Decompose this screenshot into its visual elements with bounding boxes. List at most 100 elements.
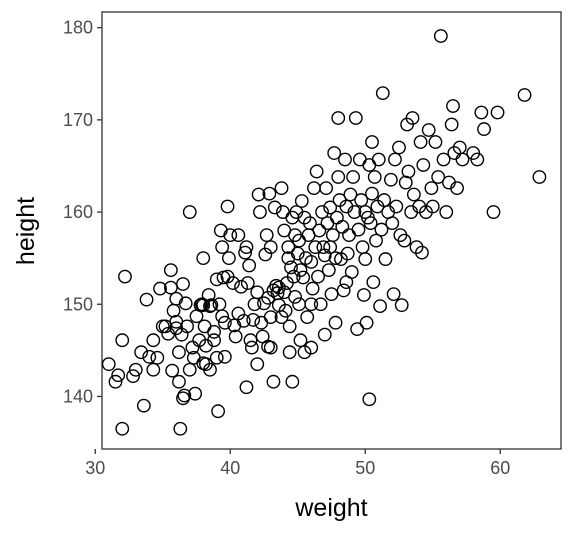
y-tick-label: 150 <box>63 294 93 314</box>
data-point <box>323 200 338 215</box>
data-point <box>136 398 151 413</box>
data-point <box>234 279 248 294</box>
data-point <box>242 258 257 273</box>
data-point <box>263 340 278 355</box>
data-point <box>251 187 266 202</box>
data-point <box>358 252 373 266</box>
data-point <box>250 357 265 372</box>
data-point <box>239 240 254 254</box>
data-point <box>108 374 123 389</box>
data-point <box>392 140 406 155</box>
data-point <box>386 287 401 302</box>
data-point <box>517 88 532 102</box>
data-point <box>139 292 154 307</box>
data-point <box>238 245 253 260</box>
data-point <box>416 158 431 172</box>
data-point <box>153 281 167 296</box>
data-point <box>359 315 374 330</box>
data-point <box>385 216 400 231</box>
data-point <box>194 297 209 312</box>
data-point <box>331 111 346 125</box>
data-point <box>188 386 203 401</box>
data-point <box>406 187 421 202</box>
data-point <box>339 275 354 290</box>
data-point <box>282 319 297 334</box>
data-point <box>338 152 352 167</box>
data-point <box>397 233 412 248</box>
data-point <box>196 251 211 266</box>
data-point <box>244 340 259 355</box>
data-point <box>312 223 327 238</box>
data-point <box>146 333 161 348</box>
data-point <box>142 349 157 364</box>
data-point <box>378 252 393 266</box>
y-axis: 140 150 160 170 180 <box>63 18 102 406</box>
data-point <box>389 199 404 214</box>
data-point <box>328 251 343 266</box>
data-point <box>246 313 261 327</box>
data-point <box>455 152 470 167</box>
data-point <box>209 350 224 365</box>
data-point <box>163 280 178 295</box>
data-point <box>470 152 485 167</box>
data-point <box>267 200 282 215</box>
data-point <box>365 186 379 201</box>
data-point <box>450 181 464 195</box>
data-point <box>315 205 329 219</box>
data-point <box>239 380 254 395</box>
data-point <box>221 251 236 266</box>
x-tick-label: 30 <box>85 458 105 478</box>
data-point <box>394 298 409 313</box>
data-point <box>311 269 325 284</box>
y-tick-label: 160 <box>63 202 93 222</box>
data-point <box>304 340 319 355</box>
data-point <box>207 325 221 339</box>
data-point <box>309 164 324 179</box>
data-point <box>474 105 489 120</box>
data-point <box>126 369 140 384</box>
panel-border <box>101 11 562 450</box>
data-point <box>150 350 165 365</box>
data-point <box>173 421 188 436</box>
data-point <box>204 298 219 313</box>
data-point <box>439 205 454 219</box>
x-tick-label: 50 <box>355 458 375 478</box>
y-tick-label: 170 <box>63 110 93 130</box>
data-point <box>266 374 281 389</box>
data-point <box>317 327 332 342</box>
data-point <box>278 303 293 318</box>
data-point <box>176 277 190 291</box>
points-layer <box>101 29 547 436</box>
data-point <box>316 240 331 254</box>
data-point <box>134 345 149 360</box>
data-point <box>259 228 274 243</box>
data-point <box>486 205 501 219</box>
data-point <box>297 345 312 360</box>
data-point <box>328 315 343 330</box>
data-point <box>180 319 194 334</box>
plot-panel <box>101 11 562 450</box>
data-point <box>346 170 360 184</box>
data-point <box>433 29 448 43</box>
data-point <box>296 270 311 285</box>
data-point <box>182 205 197 219</box>
data-point <box>373 299 387 313</box>
data-point <box>263 240 278 254</box>
data-point <box>321 263 336 278</box>
data-point <box>383 172 398 187</box>
data-point <box>367 170 382 184</box>
data-point <box>115 333 130 348</box>
data-point <box>118 269 132 284</box>
data-point <box>305 281 320 296</box>
data-point <box>288 289 302 304</box>
data-point <box>431 170 446 184</box>
data-point <box>421 123 436 137</box>
data-point <box>101 357 116 372</box>
data-point <box>253 205 267 219</box>
data-point <box>319 181 333 195</box>
data-point <box>323 240 338 254</box>
data-point <box>282 345 297 360</box>
data-point <box>223 228 238 243</box>
data-point <box>182 362 197 377</box>
